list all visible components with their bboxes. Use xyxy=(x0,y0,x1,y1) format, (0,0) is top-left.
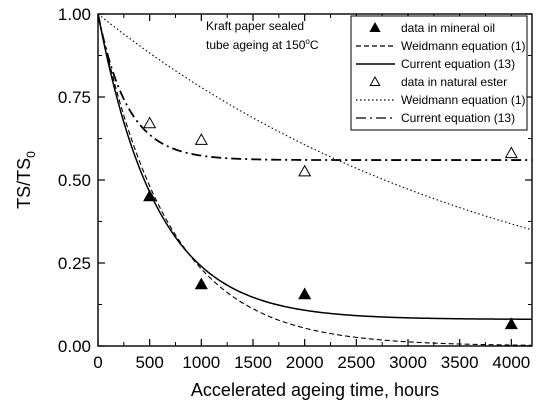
series-layer xyxy=(98,14,532,346)
x-tick-label: 0 xyxy=(93,353,102,372)
y-tick-label: 1.00 xyxy=(58,5,91,24)
annotation-degree: o xyxy=(305,37,310,46)
series-0-point xyxy=(298,287,312,300)
series-line-1 xyxy=(98,14,532,346)
annotation-line-2-main: tube ageing at 150 xyxy=(206,38,306,52)
x-tick-label: 1000 xyxy=(182,353,220,372)
x-tick-label: 2500 xyxy=(337,353,375,372)
series-3-point xyxy=(143,116,157,129)
y-tick-label: 0.50 xyxy=(58,171,91,190)
series-0-point xyxy=(504,317,518,330)
y-axis-title-group: TS/TS0 xyxy=(14,151,38,209)
legend-label-5: Current equation (13) xyxy=(401,111,515,125)
legend: data in mineral oil Weidmann equation (1)… xyxy=(350,15,528,131)
legend-box xyxy=(350,15,528,131)
legend-marker-0 xyxy=(369,21,381,32)
series-line-5 xyxy=(98,14,532,161)
series-3-point xyxy=(194,133,208,145)
x-tick-label: 3500 xyxy=(441,353,479,372)
series-3-point xyxy=(298,164,312,177)
x-tick-label: 500 xyxy=(135,353,163,372)
x-tick-label: 3000 xyxy=(389,353,427,372)
y-tick-label: 0.00 xyxy=(58,337,91,356)
annotation-line-2: tube ageing at 150oC xyxy=(206,37,319,52)
legend-label-4: Weidmann equation (1) xyxy=(401,93,526,107)
annotation-line-1: Kraft paper sealed xyxy=(206,19,304,33)
axes: 0 500 1000 1500 2000 2500 3000 3500 4000 0.00 0.25… xyxy=(58,5,533,372)
y-tick-label: 0.75 xyxy=(58,88,91,107)
y-axis-title: TS/TS0 xyxy=(14,151,38,209)
series-line-4 xyxy=(98,14,532,231)
legend-label-3: data in natural ester xyxy=(401,75,507,89)
legend-label-0: data in mineral oil xyxy=(401,21,495,35)
series-3-point xyxy=(504,146,518,159)
y-axis-title-subscript: 0 xyxy=(24,151,38,158)
annotation-unit: C xyxy=(310,38,319,52)
series-line-2 xyxy=(98,14,532,320)
y-axis-title-main: TS/TS xyxy=(14,158,34,209)
y-tick-label: 0.25 xyxy=(58,254,91,273)
x-axis-title: Accelerated ageing time, hours xyxy=(191,380,439,400)
x-tick-label: 4000 xyxy=(492,353,530,372)
x-tick-label: 1500 xyxy=(234,353,272,372)
series-0-point xyxy=(194,277,208,290)
legend-marker-3 xyxy=(369,75,381,86)
x-tick-label: 2000 xyxy=(286,353,324,372)
legend-label-1: Weidmann equation (1) xyxy=(401,39,526,53)
legend-label-2: Current equation (13) xyxy=(401,57,515,71)
